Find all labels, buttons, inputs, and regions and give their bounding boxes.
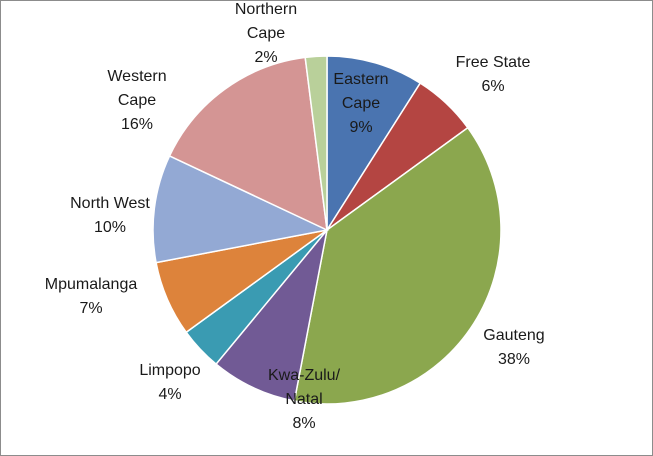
slice-label: Kwa-Zulu/Natal 8% — [268, 367, 341, 432]
slice-percent: 7% — [79, 300, 102, 317]
pie-slices — [152, 55, 502, 405]
slice-label: Northern Cape 2% — [235, 1, 297, 66]
pie-slice-western-cape — [168, 56, 328, 232]
slice-name: Mpumalanga — [45, 276, 138, 293]
slice-label: Gauteng 38% — [483, 327, 544, 368]
slice-name: Free State — [456, 54, 531, 71]
slice-percent: 6% — [481, 78, 504, 95]
pie-slice-eastern-cape — [326, 55, 422, 233]
slice-percent: 8% — [292, 415, 315, 432]
slice-label: Limpopo 4% — [139, 362, 200, 403]
slice-percent: 9% — [349, 119, 372, 136]
slice-percent: 38% — [498, 351, 530, 368]
slice-name: Gauteng — [483, 327, 544, 344]
slice-name: Northern — [235, 1, 297, 18]
pie-labels: Eastern Cape 9% Free State 6% Gauteng 38% Kwa-Z… — [45, 1, 545, 432]
pie-slice-northern-cape — [304, 55, 328, 231]
slice-name: Cape — [247, 25, 285, 42]
slice-name: Natal — [285, 391, 322, 408]
slice-name: Western — [107, 68, 166, 85]
slice-label: Western Cape 16% — [107, 68, 166, 133]
slice-percent: 16% — [121, 116, 153, 133]
slice-name: Kwa-Zulu/ — [268, 367, 341, 384]
pie-slice-north-west — [152, 154, 330, 264]
pie-slice-gauteng — [293, 126, 502, 405]
slice-name: Cape — [342, 95, 380, 112]
slice-percent: 4% — [158, 386, 181, 403]
slice-percent: 10% — [94, 219, 126, 236]
slice-name: Limpopo — [139, 362, 200, 379]
slice-name: North West — [70, 195, 150, 212]
slice-label: Free State 6% — [456, 54, 531, 95]
slice-label: Mpumalanga 7% — [45, 276, 138, 317]
slice-name: Cape — [118, 92, 156, 109]
slice-label: Eastern Cape 9% — [333, 71, 388, 136]
slice-percent: 2% — [254, 49, 277, 66]
slice-label: North West 10% — [70, 195, 150, 236]
slice-name: Eastern — [333, 71, 388, 88]
